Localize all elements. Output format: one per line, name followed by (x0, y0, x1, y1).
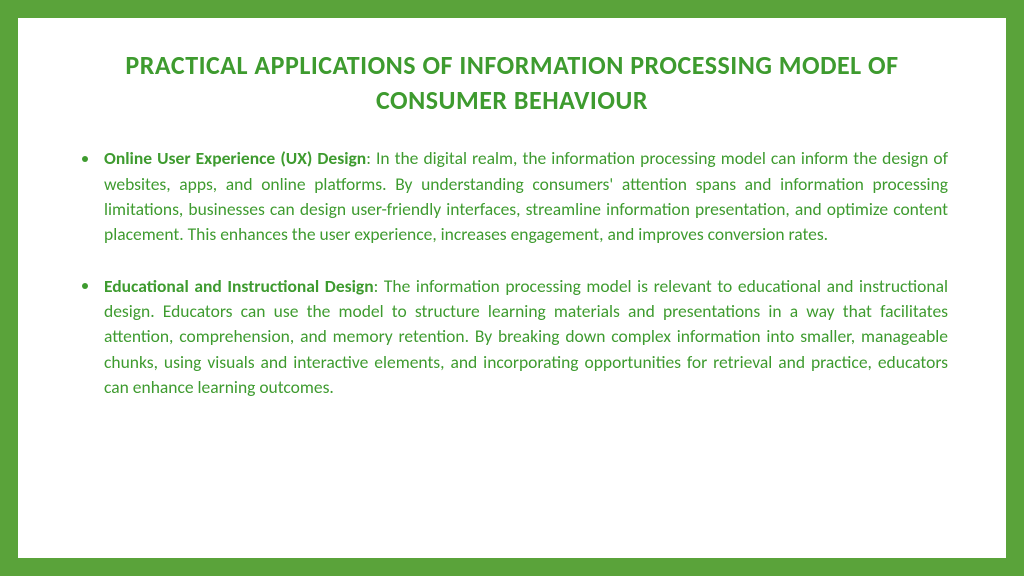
list-item: Online User Experience (UX) Design: In t… (76, 146, 948, 248)
item-heading: Online User Experience (UX) Design (104, 147, 366, 169)
slide-frame: PRACTICAL APPLICATIONS OF INFORMATION PR… (0, 0, 1024, 576)
bullet-list: Online User Experience (UX) Design: In t… (76, 146, 948, 400)
list-item: Educational and Instructional Design: Th… (76, 274, 948, 401)
item-heading: Educational and Instructional Design (104, 275, 374, 297)
slide-title: PRACTICAL APPLICATIONS OF INFORMATION PR… (76, 48, 948, 118)
slide-content: Online User Experience (UX) Design: In t… (36, 146, 988, 400)
